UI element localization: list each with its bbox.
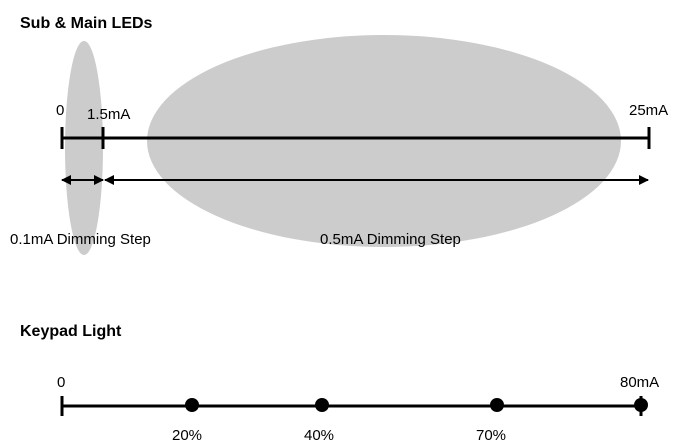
keypad-marker-20 xyxy=(185,398,199,412)
small-step-highlight xyxy=(65,41,103,255)
sub-main-end-label: 25mA xyxy=(629,102,668,119)
sub-main-start-label: 0 xyxy=(56,102,64,119)
sub-main-break-label: 1.5mA xyxy=(87,106,130,123)
keypad-marker-70 xyxy=(490,398,504,412)
keypad-marker-label-20: 20% xyxy=(172,427,202,442)
keypad-start-label: 0 xyxy=(57,374,65,391)
sub-main-heading: Sub & Main LEDs xyxy=(20,15,153,32)
keypad-marker-40 xyxy=(315,398,329,412)
keypad-heading: Keypad Light xyxy=(20,323,122,340)
keypad-marker-label-40: 40% xyxy=(304,427,334,442)
small-step-label: 0.1mA Dimming Step xyxy=(10,231,151,248)
large-step-highlight xyxy=(147,35,621,247)
keypad-marker-label-70: 70% xyxy=(476,427,506,442)
keypad-end-label: 80mA xyxy=(620,374,659,391)
large-step-label: 0.5mA Dimming Step xyxy=(320,231,461,248)
keypad-marker-end xyxy=(634,398,648,412)
